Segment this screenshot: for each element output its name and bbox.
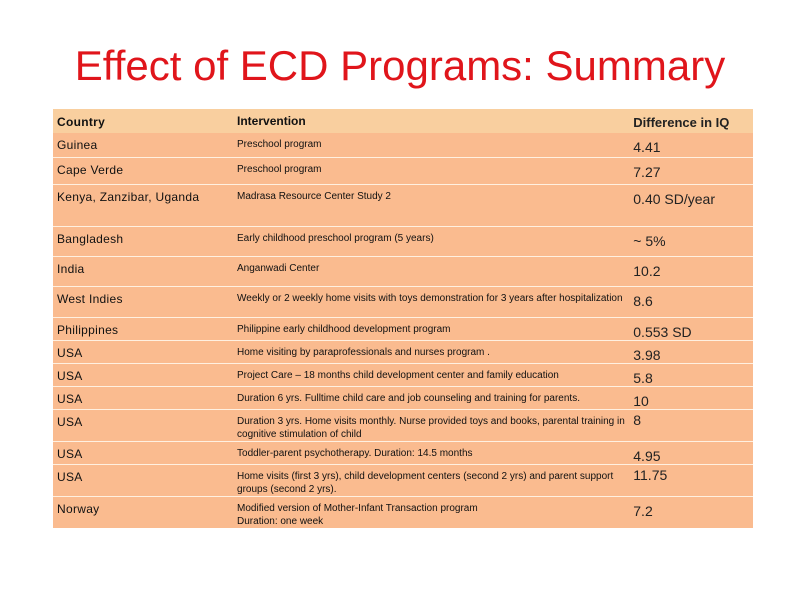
header-difference-in-iq: Difference in IQ: [633, 115, 730, 130]
row-difference: 8.6: [629, 285, 753, 317]
row-country: Guinea: [57, 138, 98, 152]
row-country: Philippines: [53, 316, 234, 340]
row-difference: 0.40 SD/year: [629, 183, 753, 226]
table-row: West Indies Weekly or 2 weekly home visi…: [53, 285, 753, 317]
row-difference: 7.2: [629, 495, 753, 528]
row-difference: 3.98: [629, 339, 753, 363]
row-difference: 11.75: [629, 463, 753, 496]
row-difference: 8: [629, 408, 753, 441]
table-row: Norway Modified version of Mother-Infant…: [53, 495, 753, 528]
row-country: Bangladesh: [53, 225, 234, 256]
table-row: USA Duration 6 yrs. Fulltime child care …: [53, 385, 753, 409]
header-intervention: Intervention: [237, 114, 306, 128]
row-country: USA: [53, 362, 234, 386]
table-row: USA Toddler-parent psychotherapy. Durati…: [53, 440, 753, 464]
row-intervention: Modified version of Mother-Infant Transa…: [233, 495, 630, 528]
table-header-row: Country Intervention Difference in IQ: [53, 109, 753, 133]
row-intervention: Home visiting by paraprofessionals and n…: [233, 339, 630, 363]
row-difference: 4.95: [629, 440, 753, 464]
row-country: USA: [53, 339, 234, 363]
row-country: West Indies: [53, 285, 234, 317]
row-intervention: Madrasa Resource Center Study 2: [233, 183, 630, 226]
row-country: USA: [53, 408, 234, 441]
ecd-summary-table: Country Intervention Difference in IQ Gu…: [53, 109, 753, 528]
row-intervention: Home visits (first 3 yrs), child develop…: [233, 463, 630, 496]
row-intervention: Early childhood preschool program (5 yea…: [233, 225, 630, 256]
row-intervention: Duration 3 yrs. Home visits monthly. Nur…: [233, 408, 630, 441]
row-intervention: Philippine early childhood development p…: [233, 316, 630, 340]
row-intervention: Toddler-parent psychotherapy. Duration: …: [233, 440, 630, 464]
table-row: Bangladesh Early childhood preschool pro…: [53, 225, 753, 256]
table-row: Kenya, Zanzibar, Uganda Madrasa Resource…: [53, 183, 753, 226]
row-country: India: [53, 255, 234, 286]
row-difference: 0.553 SD: [629, 316, 753, 340]
row-intervention-line-1: Modified version of Mother-Infant Transa…: [237, 502, 478, 514]
table-row: Cape Verde Preschool program 7.27: [53, 156, 753, 184]
row-intervention: Preschool program: [233, 156, 630, 184]
row-intervention: Preschool program: [237, 139, 322, 150]
table-row: USA Home visiting by paraprofessionals a…: [53, 339, 753, 363]
header-country: Country: [57, 115, 106, 129]
row-difference: 10.2: [629, 255, 753, 286]
table-row: Philippines Philippine early childhood d…: [53, 316, 753, 340]
row-intervention: Weekly or 2 weekly home visits with toys…: [233, 285, 630, 317]
table-row: USA Home visits (first 3 yrs), child dev…: [53, 463, 753, 496]
row-country: Norway: [53, 495, 234, 528]
row-difference: 7.27: [629, 156, 753, 184]
table-row: USA Duration 3 yrs. Home visits monthly.…: [53, 408, 753, 441]
row-difference: 10: [629, 385, 753, 409]
table-row: Guinea Preschool program 4.41: [53, 133, 753, 157]
table-row: USA Project Care – 18 months child devel…: [53, 362, 753, 386]
row-country: USA: [53, 385, 234, 409]
table-row: India Anganwadi Center 10.2: [53, 255, 753, 286]
row-difference: 5.8: [629, 362, 753, 386]
slide-title: Effect of ECD Programs: Summary: [74, 42, 726, 89]
row-intervention-line-2: Duration: one week: [237, 515, 324, 527]
row-intervention: Anganwadi Center: [233, 255, 630, 286]
row-country: USA: [53, 463, 234, 496]
row-country: Cape Verde: [53, 156, 234, 184]
row-country: USA: [53, 440, 234, 464]
row-intervention: Duration 6 yrs. Fulltime child care and …: [233, 385, 630, 409]
row-difference: 4.41: [633, 139, 661, 155]
row-intervention: Project Care – 18 months child developme…: [233, 362, 630, 386]
row-country: Kenya, Zanzibar, Uganda: [53, 183, 234, 226]
row-difference: ~ 5%: [629, 225, 753, 256]
